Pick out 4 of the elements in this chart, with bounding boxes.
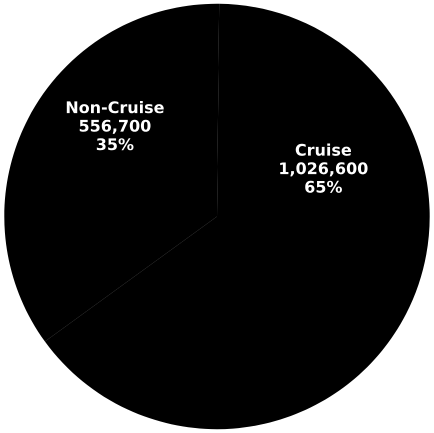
slice-label: Cruise bbox=[296, 143, 351, 156]
data-label: 1,026,600 65% bbox=[280, 162, 368, 193]
data-label: 556,700 35% bbox=[80, 120, 151, 150]
slice-label: Non-Cruise bbox=[66, 100, 164, 114]
